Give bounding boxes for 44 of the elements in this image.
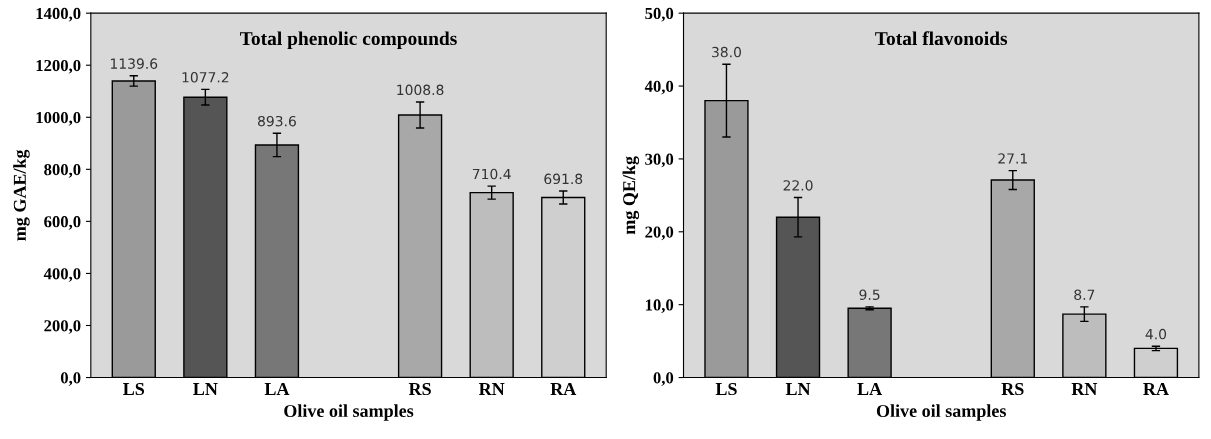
x-tick-label: RA [550, 383, 577, 395]
data-label: 1139.6 [111, 58, 158, 69]
text: Total flavonoids [875, 31, 1008, 46]
y-tick-label: 40,0 [644, 80, 674, 95]
y-tick-label: 0,0 [653, 372, 674, 386]
y-tick-label: 50,0 [645, 7, 674, 22]
x-tick-label: LA [857, 383, 883, 395]
data-label: 9.5 [859, 289, 880, 300]
data-label: 38.0 [712, 46, 741, 58]
y-tick-label: 800,0 [44, 164, 81, 178]
data-label: 27.1 [998, 153, 1027, 164]
x-tick-label: RS [408, 382, 431, 396]
x-tick-label: LS [715, 382, 737, 396]
x-tick-label: RS [1001, 382, 1024, 396]
x-tick-label: LS [123, 382, 145, 396]
text: Total phenolic compounds [240, 31, 457, 50]
y-tick-label: 200,0 [44, 320, 81, 334]
y-tick-label: 20,0 [645, 226, 674, 241]
data-label: 691.8 [544, 173, 583, 185]
data-label: 893.6 [258, 115, 296, 127]
data-label: 8.7 [1074, 289, 1095, 300]
y-axis-title: mg QE/kg [622, 156, 640, 235]
x-tick-label: LN [193, 383, 218, 395]
y-tick-label: 10,0 [645, 299, 674, 314]
x-tick-label: RN [1071, 383, 1098, 395]
data-label: 710.4 [472, 168, 511, 180]
y-tick-label: 1400,0 [36, 7, 81, 22]
x-tick-label: RN [478, 383, 505, 395]
y-tick-label: 1000,0 [36, 111, 81, 126]
data-label: 1008.8 [397, 84, 444, 96]
x-axis-title: Olive oil samples [876, 404, 1006, 421]
data-label: 4.0 [1145, 328, 1167, 340]
y-tick-label: 600,0 [44, 216, 81, 230]
x-axis-title: Olive oil samples [284, 404, 414, 421]
x-tick-label: RA [1143, 383, 1169, 395]
x-tick-label: LA [264, 383, 290, 395]
y-axis-title: mg GAE/kg [13, 149, 30, 241]
x-tick-label: LN [785, 383, 811, 395]
data-label: 1077.2 [182, 72, 229, 83]
y-tick-label: 30,0 [645, 153, 674, 168]
y-tick-label: 400,0 [43, 268, 81, 282]
y-tick-label: 1200,0 [36, 59, 81, 74]
data-label: 22.0 [783, 180, 813, 191]
y-tick-label: 0,0 [60, 372, 81, 386]
